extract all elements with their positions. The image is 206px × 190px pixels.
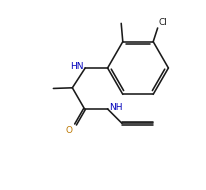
Text: Cl: Cl <box>159 18 167 27</box>
Text: NH: NH <box>109 103 123 112</box>
Text: O: O <box>66 126 73 135</box>
Text: HN: HN <box>70 62 84 71</box>
